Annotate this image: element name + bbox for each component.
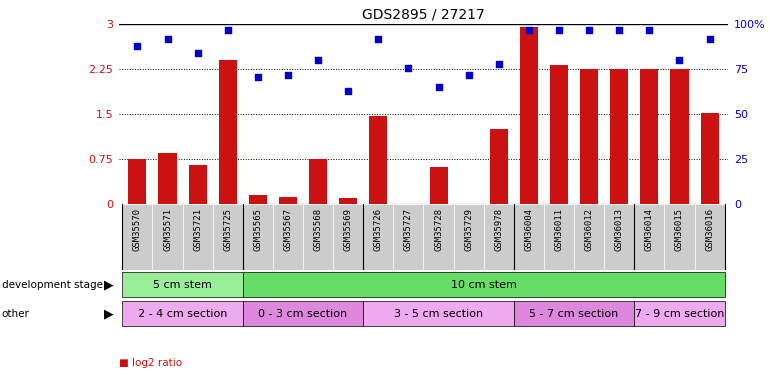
Text: GSM35726: GSM35726: [373, 208, 383, 251]
Title: GDS2895 / 27217: GDS2895 / 27217: [362, 8, 485, 22]
FancyBboxPatch shape: [273, 204, 303, 270]
FancyBboxPatch shape: [695, 204, 725, 270]
Bar: [249, 195, 267, 204]
Bar: [189, 165, 206, 204]
Point: [433, 84, 445, 90]
Text: ▶: ▶: [104, 278, 114, 291]
Text: ■ log2 ratio: ■ log2 ratio: [119, 358, 182, 368]
FancyBboxPatch shape: [122, 204, 152, 270]
Text: 7 - 9 cm section: 7 - 9 cm section: [634, 309, 724, 319]
FancyBboxPatch shape: [604, 204, 634, 270]
FancyBboxPatch shape: [122, 272, 243, 297]
FancyBboxPatch shape: [574, 204, 604, 270]
Text: GSM35568: GSM35568: [313, 208, 323, 251]
Bar: [671, 69, 688, 204]
Bar: [520, 27, 538, 204]
Point: [583, 27, 595, 33]
Bar: [370, 116, 387, 204]
FancyBboxPatch shape: [634, 301, 725, 326]
FancyBboxPatch shape: [665, 204, 695, 270]
Text: GSM35725: GSM35725: [223, 208, 233, 251]
Text: GSM36004: GSM36004: [524, 208, 534, 251]
Text: GSM35569: GSM35569: [343, 208, 353, 251]
Point: [252, 74, 264, 80]
Bar: [309, 159, 327, 204]
FancyBboxPatch shape: [122, 301, 243, 326]
Text: GSM36015: GSM36015: [675, 208, 684, 251]
Bar: [279, 197, 297, 204]
Text: GSM35728: GSM35728: [434, 208, 443, 251]
FancyBboxPatch shape: [152, 204, 182, 270]
Text: 0 - 3 cm section: 0 - 3 cm section: [259, 309, 347, 319]
Bar: [641, 69, 658, 204]
Text: GSM36016: GSM36016: [705, 208, 714, 251]
Text: 5 - 7 cm section: 5 - 7 cm section: [530, 309, 618, 319]
Point: [704, 36, 716, 42]
Text: 10 cm stem: 10 cm stem: [450, 280, 517, 290]
Text: GSM35727: GSM35727: [404, 208, 413, 251]
FancyBboxPatch shape: [424, 204, 454, 270]
Bar: [339, 198, 357, 204]
Point: [673, 57, 685, 63]
Bar: [159, 153, 176, 204]
FancyBboxPatch shape: [514, 301, 634, 326]
Point: [613, 27, 625, 33]
Text: GSM36012: GSM36012: [584, 208, 594, 251]
Text: GSM36011: GSM36011: [554, 208, 564, 251]
FancyBboxPatch shape: [182, 204, 213, 270]
FancyBboxPatch shape: [454, 204, 484, 270]
FancyBboxPatch shape: [634, 204, 665, 270]
Text: GSM35565: GSM35565: [253, 208, 263, 251]
Text: 5 cm stem: 5 cm stem: [153, 280, 212, 290]
FancyBboxPatch shape: [363, 204, 393, 270]
Point: [192, 50, 204, 56]
Point: [493, 61, 505, 67]
Point: [282, 72, 294, 78]
Point: [162, 36, 174, 42]
FancyBboxPatch shape: [243, 204, 273, 270]
Bar: [580, 69, 598, 204]
Point: [131, 43, 143, 49]
FancyBboxPatch shape: [363, 301, 514, 326]
Bar: [550, 65, 568, 204]
Text: GSM35567: GSM35567: [283, 208, 293, 251]
Text: GSM35571: GSM35571: [163, 208, 172, 251]
Text: GSM35721: GSM35721: [193, 208, 203, 251]
FancyBboxPatch shape: [544, 204, 574, 270]
Bar: [129, 159, 146, 204]
Bar: [490, 129, 508, 204]
Point: [222, 27, 234, 33]
Text: GSM36014: GSM36014: [644, 208, 654, 251]
Point: [312, 57, 324, 63]
Point: [523, 27, 535, 33]
Text: GSM36013: GSM36013: [614, 208, 624, 251]
Bar: [219, 60, 237, 204]
Text: GSM35729: GSM35729: [464, 208, 474, 251]
FancyBboxPatch shape: [243, 301, 363, 326]
Point: [402, 64, 414, 70]
Text: ▶: ▶: [104, 307, 114, 320]
Point: [372, 36, 384, 42]
Point: [553, 27, 565, 33]
Text: other: other: [2, 309, 29, 319]
Bar: [701, 113, 718, 204]
Text: development stage: development stage: [2, 280, 102, 290]
Bar: [430, 167, 447, 204]
FancyBboxPatch shape: [303, 204, 333, 270]
FancyBboxPatch shape: [514, 204, 544, 270]
FancyBboxPatch shape: [333, 204, 363, 270]
Text: 3 - 5 cm section: 3 - 5 cm section: [394, 309, 483, 319]
FancyBboxPatch shape: [393, 204, 424, 270]
Point: [643, 27, 655, 33]
FancyBboxPatch shape: [213, 204, 243, 270]
FancyBboxPatch shape: [484, 204, 514, 270]
Text: GSM35570: GSM35570: [133, 208, 142, 251]
Text: 2 - 4 cm section: 2 - 4 cm section: [138, 309, 227, 319]
Bar: [610, 69, 628, 204]
Point: [342, 88, 354, 94]
Text: GSM35978: GSM35978: [494, 208, 504, 251]
Point: [463, 72, 475, 78]
FancyBboxPatch shape: [243, 272, 725, 297]
